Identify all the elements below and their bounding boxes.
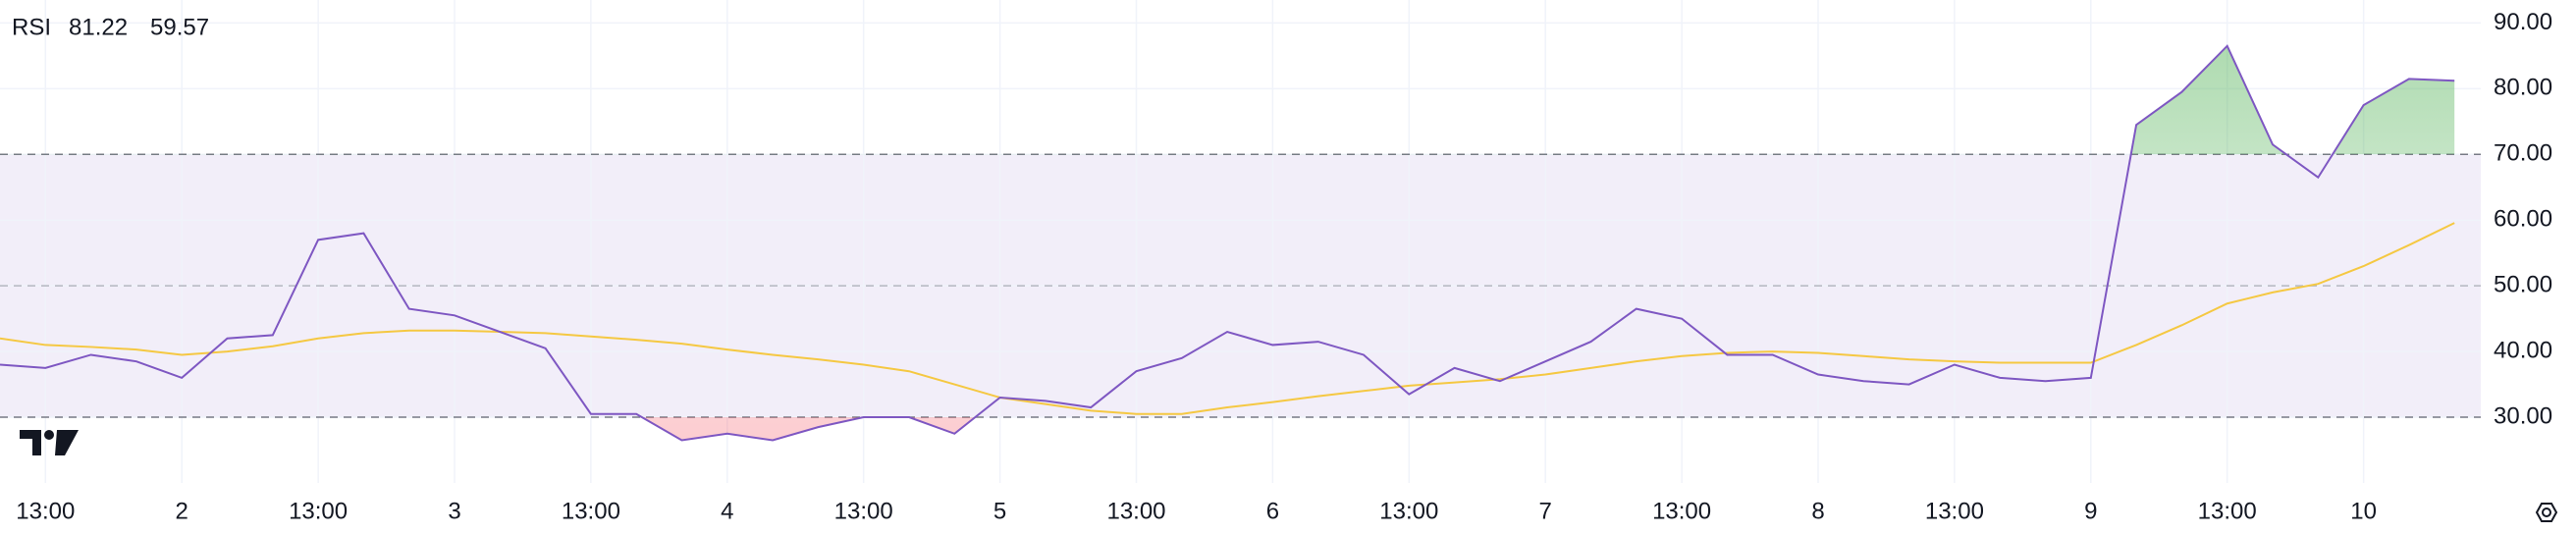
x-tick-label: 13:00	[1379, 498, 1438, 524]
x-tick-label: 7	[1539, 498, 1552, 524]
settings-icon[interactable]	[2535, 503, 2558, 522]
x-tick-label: 3	[448, 498, 460, 524]
series-line	[0, 222, 2455, 415]
y-tick-label: 60.00	[2494, 206, 2552, 233]
oversold-fill	[641, 417, 976, 441]
x-tick-label: 13:00	[1652, 498, 1711, 524]
x-tick-label: 13:00	[1106, 498, 1165, 524]
x-tick-label: 10	[2350, 498, 2377, 524]
x-tick-label: 5	[993, 498, 1006, 524]
x-tick-label: 9	[2084, 498, 2097, 524]
y-tick-label: 80.00	[2494, 75, 2552, 101]
y-tick-label: 40.00	[2494, 337, 2552, 363]
legend-value: 59.57	[150, 14, 209, 40]
y-tick-label: 50.00	[2494, 272, 2552, 298]
overbought-fill	[0, 45, 2455, 155]
y-tick-label: 70.00	[2494, 140, 2552, 167]
x-tick-label: 13:00	[1925, 498, 1984, 524]
x-tick-label: 8	[1811, 498, 1824, 524]
x-tick-label: 4	[721, 498, 733, 524]
x-tick-label: 2	[176, 498, 188, 524]
y-tick-label: 30.00	[2494, 402, 2552, 429]
y-tick-label: 90.00	[2494, 9, 2552, 35]
x-tick-label: 13:00	[2198, 498, 2257, 524]
legend-value: 81.22	[69, 14, 128, 40]
x-tick-label: 13:00	[16, 498, 75, 524]
x-tick-label: 13:00	[562, 498, 620, 524]
x-tick-label: 13:00	[289, 498, 348, 524]
legend-title: RSI	[12, 14, 51, 40]
series-line	[0, 44, 2455, 442]
x-tick-label: 6	[1266, 498, 1279, 524]
tradingview-logo	[20, 430, 79, 455]
x-tick-label: 13:00	[834, 498, 893, 524]
